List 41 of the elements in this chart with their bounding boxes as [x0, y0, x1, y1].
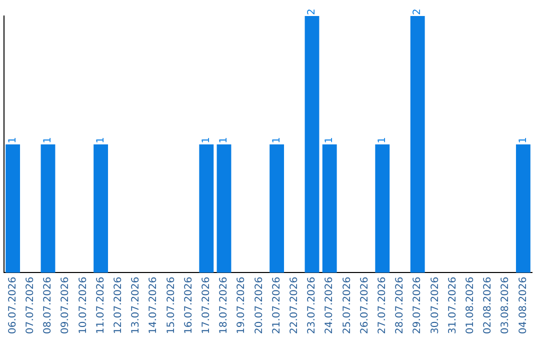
- x-tick-label: 02.08.2026: [482, 276, 494, 334]
- x-tick-label: 22.07.2026: [288, 276, 300, 334]
- x-tick-label: 29.07.2026: [412, 276, 424, 334]
- x-tick-label: 30.07.2026: [430, 276, 441, 334]
- data-label: 1: [95, 136, 106, 144]
- x-tick-label: 13.07.2026: [130, 276, 142, 334]
- x-tick-label: 03.08.2026: [500, 276, 512, 334]
- x-tick-label: 20.07.2026: [254, 276, 265, 334]
- x-tick-label: 19.07.2026: [236, 276, 248, 334]
- x-tick-label: 28.07.2026: [394, 276, 406, 334]
- x-tick-label: 09.07.2026: [60, 276, 72, 334]
- data-label: 1: [42, 136, 54, 144]
- x-tick-label: 10.07.2026: [78, 276, 89, 334]
- x-tick-label: 06.07.2026: [7, 276, 18, 334]
- data-label: 1: [218, 136, 230, 144]
- x-tick-label: 16.07.2026: [183, 276, 194, 334]
- x-tick-label: 21.07.2026: [271, 276, 282, 334]
- data-label: 1: [324, 136, 336, 144]
- x-tick-label: 04.08.2026: [518, 276, 529, 334]
- x-tick-label: 14.07.2026: [148, 276, 160, 334]
- x-tick-label: 11.07.2026: [95, 276, 106, 334]
- x-tick-label: 15.07.2026: [166, 276, 177, 334]
- data-label: 2: [412, 8, 424, 15]
- x-tick-label: 27.07.2026: [376, 276, 388, 334]
- x-tick-label: 12.07.2026: [112, 276, 124, 334]
- x-tick-label: 26.07.2026: [359, 276, 370, 334]
- x-tick-label: 25.07.2026: [342, 276, 353, 334]
- x-tick-label: 24.07.2026: [324, 276, 336, 334]
- x-tick-label: 18.07.2026: [218, 276, 230, 334]
- x-tick-label: 17.07.2026: [200, 276, 212, 334]
- x-tick-label: 23.07.2026: [306, 276, 318, 334]
- data-label: 1: [7, 136, 18, 144]
- data-label: 2: [306, 8, 318, 15]
- data-label: 1: [376, 136, 388, 144]
- x-tick-label: 08.07.2026: [42, 276, 54, 334]
- data-label: 1: [271, 136, 282, 144]
- x-tick-label: 07.07.2026: [24, 276, 36, 334]
- x-tick-label: 31.07.2026: [447, 276, 458, 334]
- data-label: 1: [200, 136, 212, 144]
- data-label: 1: [518, 136, 529, 144]
- x-tick-label: 01.08.2026: [464, 276, 476, 334]
